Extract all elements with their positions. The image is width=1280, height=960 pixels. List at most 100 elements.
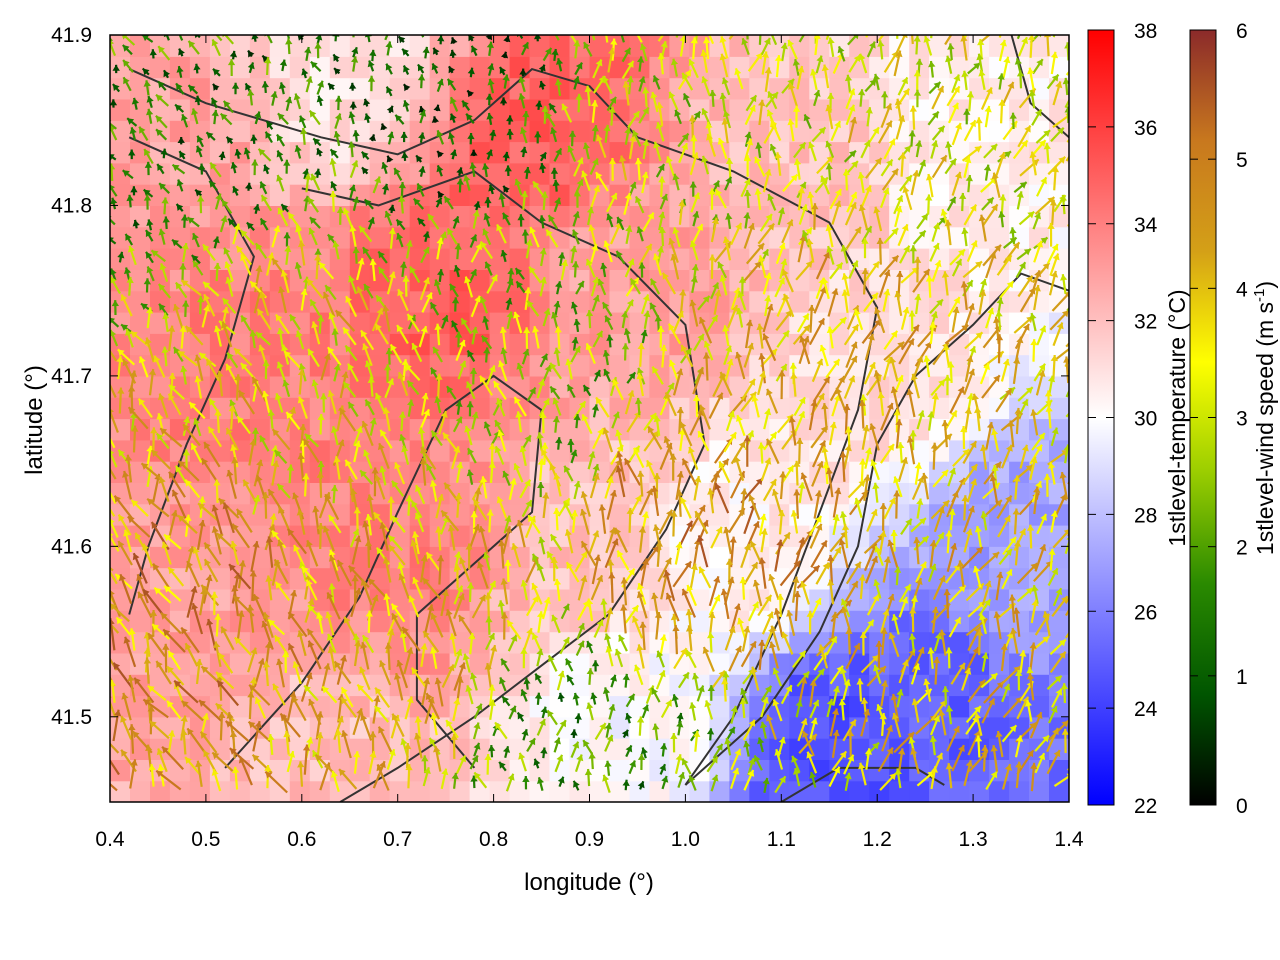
heatmap-cell	[729, 375, 750, 398]
heatmap-cell	[309, 120, 331, 143]
heatmap-cell	[509, 525, 531, 547]
heatmap-cell	[409, 567, 431, 590]
heatmap-cell	[689, 162, 710, 185]
heatmap-cell	[809, 610, 830, 633]
heatmap-cell	[229, 56, 251, 79]
heatmap-cell	[1009, 780, 1030, 802]
heatmap-cell	[629, 674, 651, 697]
heatmap-cell	[829, 141, 850, 164]
heatmap-cell	[709, 397, 730, 420]
heatmap-cell	[509, 610, 531, 633]
heatmap-cell	[409, 35, 431, 57]
wind-arrow-head	[102, 496, 108, 503]
heatmap-cell	[529, 205, 551, 228]
heatmap-cell	[729, 269, 750, 292]
heatmap-cell	[849, 738, 870, 760]
heatmap-cell	[569, 610, 591, 633]
heatmap-cell	[489, 98, 511, 121]
heatmap-cell	[309, 652, 331, 675]
heatmap-cell	[1009, 482, 1030, 505]
heatmap-cell	[110, 162, 131, 185]
heatmap-cell	[150, 738, 171, 760]
heatmap-cell	[429, 205, 451, 228]
heatmap-cell	[209, 546, 231, 569]
heatmap-cell	[509, 120, 531, 143]
heatmap-cell	[889, 312, 910, 334]
heatmap-cell	[989, 588, 1010, 611]
heatmap-cell	[110, 461, 131, 483]
heatmap-cell	[329, 354, 351, 377]
heatmap-cell	[229, 333, 251, 356]
heatmap-cell	[589, 716, 611, 739]
heatmap-cell	[389, 695, 411, 718]
heatmap-cell	[409, 525, 431, 547]
heatmap-cell	[369, 56, 391, 79]
heatmap-cell	[130, 269, 151, 292]
heatmap-cell	[549, 397, 571, 420]
heatmap-cell	[409, 226, 431, 249]
heatmap-cell	[669, 290, 690, 313]
heatmap-cell	[209, 141, 231, 164]
wind-arrow-head	[93, 555, 100, 562]
heatmap-cell	[709, 780, 730, 802]
heatmap-cell	[909, 695, 930, 718]
heatmap-cell	[729, 226, 750, 249]
heatmap-cell	[729, 397, 750, 420]
heatmap-cell	[389, 397, 411, 420]
heatmap-cell	[549, 162, 571, 185]
heatmap-cell	[549, 205, 571, 228]
heatmap-cell	[829, 780, 850, 802]
heatmap-cell	[629, 780, 651, 802]
heatmap-cell	[589, 780, 611, 802]
heatmap-cell	[689, 482, 710, 505]
heatmap-cell	[329, 35, 351, 57]
heatmap-cell	[429, 248, 451, 270]
heatmap-cell	[509, 226, 531, 249]
heatmap-cell	[609, 120, 631, 143]
heatmap-cell	[909, 567, 930, 590]
heatmap-cell	[269, 35, 291, 57]
heatmap-cell	[269, 226, 291, 249]
heatmap-cell	[369, 631, 391, 654]
heatmap-cell	[209, 120, 231, 143]
heatmap-cell	[209, 610, 231, 633]
heatmap-cell	[130, 226, 151, 249]
heatmap-cell	[609, 738, 631, 760]
heatmap-cell	[169, 525, 191, 547]
heatmap-cell	[569, 695, 591, 718]
heatmap-cell	[289, 333, 311, 356]
heatmap-cell	[249, 461, 271, 483]
heatmap-cell	[809, 120, 830, 143]
heatmap-cell	[289, 98, 311, 121]
heatmap-cell	[709, 631, 730, 654]
heatmap-cell	[589, 333, 611, 356]
heatmap-cell	[289, 631, 311, 654]
heatmap-cell	[349, 77, 371, 100]
heatmap-cell	[269, 738, 291, 760]
heatmap-cell	[509, 269, 531, 292]
heatmap-cell	[609, 98, 631, 121]
heatmap-cell	[169, 35, 191, 57]
wind-arrow-head	[102, 647, 108, 654]
heatmap-cell	[189, 162, 211, 185]
heatmap-cell	[529, 141, 551, 164]
heatmap-cell	[369, 375, 391, 398]
heatmap-cell	[689, 716, 710, 739]
heatmap-cell	[209, 418, 231, 441]
heatmap-cell	[569, 631, 591, 654]
heatmap-cell	[349, 375, 371, 398]
heatmap-cell	[569, 716, 591, 739]
heatmap-cell	[269, 184, 291, 206]
heatmap-cell	[569, 77, 591, 100]
heatmap-cell	[789, 77, 810, 100]
heatmap-cell	[649, 780, 670, 802]
heatmap-cell	[189, 35, 211, 57]
heatmap-cell	[1009, 567, 1030, 590]
heatmap-cell	[729, 77, 750, 100]
heatmap-cell	[1049, 631, 1069, 654]
heatmap-cell	[249, 98, 271, 121]
heatmap-cell	[609, 354, 631, 377]
heatmap-cell	[329, 98, 351, 121]
heatmap-cell	[189, 56, 211, 79]
heatmap-cell	[609, 184, 631, 206]
